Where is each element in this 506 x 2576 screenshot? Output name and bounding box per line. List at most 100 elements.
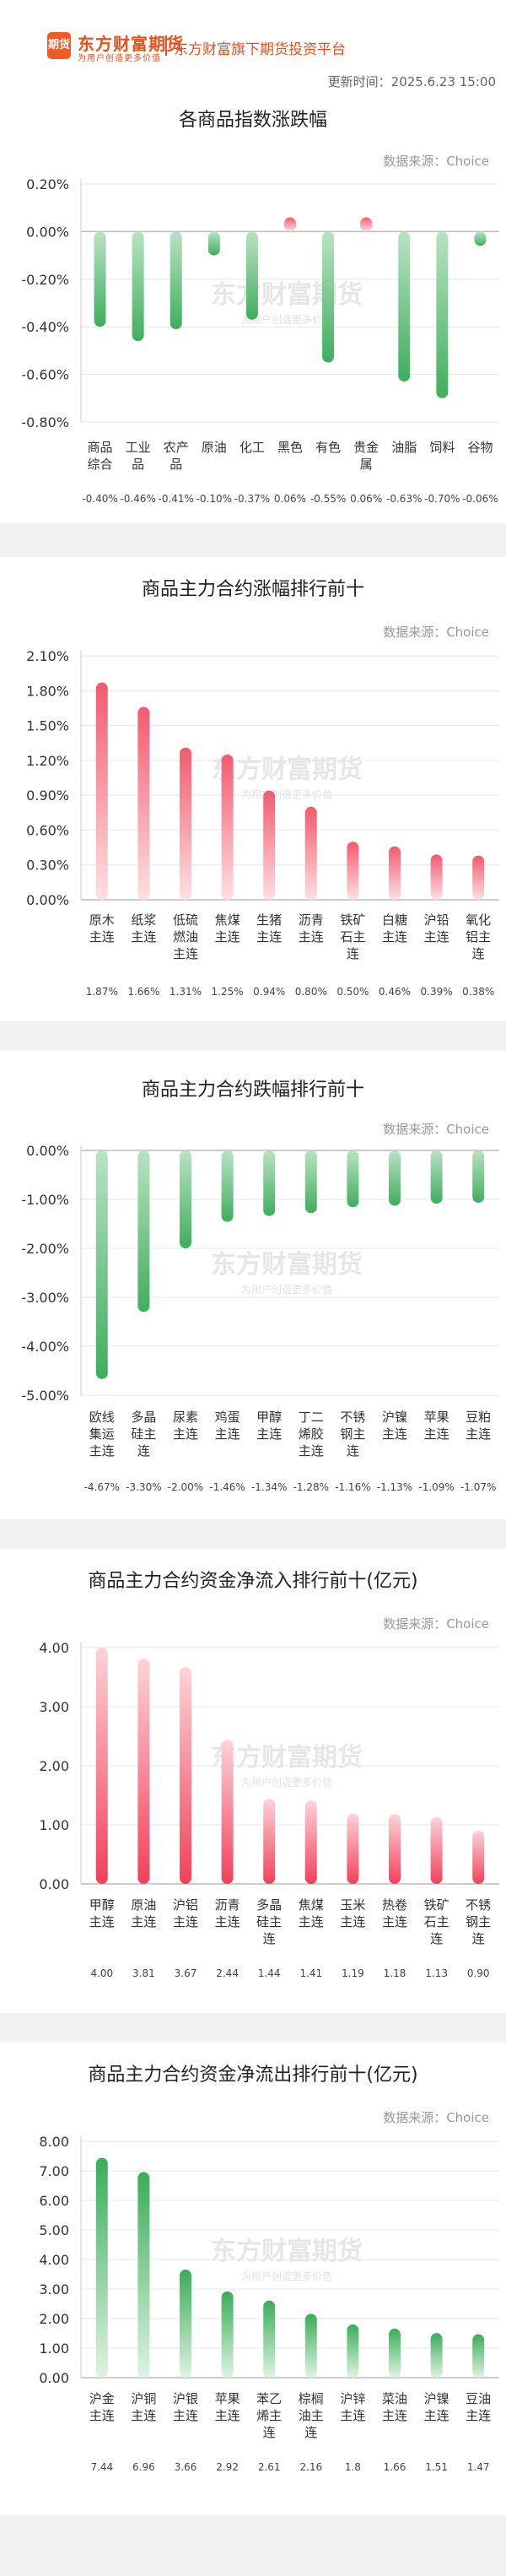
watermark-subtext: 为用户创造更多价值 — [241, 1283, 332, 1296]
y-tick-label: 2.00 — [39, 2311, 69, 2327]
bar-8 — [389, 2328, 401, 2378]
bar-3 — [180, 1150, 191, 1248]
x-category-label: 原木 主连 — [89, 912, 115, 944]
x-category-label: 沪铜 主连 — [131, 2391, 157, 2423]
update-time: 更新时间：2025.6.23 15:00 — [327, 74, 496, 89]
y-tick-label: -0.20% — [21, 272, 69, 288]
chart-title: 商品主力合约跌幅排行前十 — [141, 1080, 364, 1101]
x-category-label: 沪镍 主连 — [423, 2391, 449, 2423]
y-tick-label: 0.60% — [26, 822, 69, 838]
chart-card-top-losers: 商品主力合约跌幅排行前十 数据来源：Choice 东方财富期货为用户创造更多价值… — [0, 1051, 506, 1519]
data-value-label: 0.50% — [336, 986, 369, 998]
chart-card-net-outflow: 商品主力合约资金净流出排行前十(亿元) 数据来源：Choice 东方财富期货 为用… — [0, 2043, 506, 2515]
chart-title: 商品主力合约资金净流出排行前十(亿元) — [88, 2065, 418, 2086]
y-tick-label: 6.00 — [39, 2193, 69, 2209]
y-tick-label: -5.00% — [21, 1388, 69, 1404]
x-category-label: 焦煤 主连 — [298, 1897, 324, 1929]
y-tick-label: 0.00% — [26, 224, 69, 240]
y-tick-label: 1.80% — [26, 683, 69, 699]
x-category-label: 沪铝 主连 — [172, 1897, 198, 1929]
x-category-label: 沥青 主连 — [214, 1897, 240, 1929]
bar-1 — [95, 1648, 108, 1884]
data-value-label: 0.46% — [378, 986, 412, 998]
data-value-label: -1.46% — [209, 1481, 245, 1493]
data-value-label: -1.34% — [250, 1481, 288, 1493]
bar-9 — [430, 1150, 443, 1204]
x-category-label: 棕榈 油主连 — [298, 2391, 324, 2440]
bar-10 — [472, 855, 485, 900]
x-category-label: 铁矿 石主连 — [423, 1897, 449, 1946]
bar-2 — [132, 231, 144, 342]
bar-7 — [322, 231, 335, 363]
y-tick-label: 0.20% — [26, 176, 69, 192]
bar-2 — [137, 1150, 150, 1312]
y-tick-label: 1.00 — [39, 2341, 69, 2357]
data-value-label: 0.39% — [420, 986, 453, 998]
watermark-text: 东方财富期货 — [211, 1250, 363, 1280]
bar-4 — [207, 231, 220, 256]
x-category-label: 纸浆 主连 — [131, 912, 157, 944]
y-tick-label: -0.60% — [21, 367, 69, 383]
watermark-subtext: 为用户创造更多价值 — [241, 2270, 332, 2282]
data-value-label: 2.61 — [257, 2461, 281, 2473]
bar-6 — [304, 1150, 317, 1214]
bar-4 — [221, 1150, 234, 1222]
watermark-subtext: 为用户创造更多价值 — [241, 788, 332, 801]
data-value-label: 0.80% — [294, 986, 327, 998]
x-category-label: 沥青 主连 — [298, 912, 324, 944]
bar-10 — [472, 1150, 485, 1204]
bar-6 — [304, 2314, 317, 2378]
data-value-label: 1.47 — [466, 2461, 490, 2473]
logo-icon: 期货 — [47, 32, 71, 59]
x-category-label: 沪镍 主连 — [381, 1410, 407, 1442]
data-value-label: -0.41% — [158, 493, 194, 505]
watermark-text: 东方财富期货 — [211, 280, 363, 310]
watermark-subtext: 为用户创造更多价值 — [241, 313, 332, 326]
chart-source: 数据来源：Choice — [383, 1616, 489, 1632]
data-value-label: 1.87% — [85, 986, 118, 998]
bar-1 — [95, 1150, 108, 1379]
watermark-text: 东方财富期货 — [211, 2237, 363, 2266]
data-value-label: 1.66% — [127, 986, 160, 998]
data-value-label: -0.10% — [196, 493, 233, 505]
data-value-label: 2.16 — [299, 2461, 323, 2473]
x-category-label: 沪金 主连 — [89, 2391, 115, 2423]
x-category-label: 生猪 主连 — [256, 912, 283, 944]
x-category-label: 豆油 主连 — [466, 2391, 492, 2423]
data-value-label: 7.44 — [90, 2461, 114, 2473]
bar-8 — [360, 217, 373, 232]
data-value-label: 2.92 — [216, 2461, 239, 2473]
y-tick-label: 8.00 — [39, 2134, 69, 2150]
x-category-label: 菜油 主连 — [381, 2391, 407, 2423]
y-tick-label: 1.50% — [26, 718, 69, 734]
x-category-label: 苹果 主连 — [423, 1410, 449, 1442]
bar-8 — [389, 1150, 401, 1206]
bar-9 — [430, 1816, 443, 1884]
data-value-label: 1.25% — [211, 986, 244, 998]
y-tick-label: 3.00 — [39, 2281, 69, 2297]
x-category-label: 沪锌 主连 — [340, 2391, 366, 2423]
x-category-label: 豆粕 主连 — [466, 1410, 492, 1442]
x-category-label: 贵金属 — [353, 440, 380, 472]
bar-10 — [472, 1831, 485, 1884]
data-value-label: -1.13% — [376, 1481, 413, 1493]
y-tick-label: -0.80% — [21, 414, 69, 430]
x-category-label: 农产品 — [163, 440, 189, 472]
data-value-label: 6.96 — [132, 2461, 155, 2473]
bar-1 — [95, 682, 108, 900]
chart-source: 数据来源：Choice — [383, 1122, 489, 1137]
chart-title: 各商品指数涨跌幅 — [178, 110, 327, 131]
data-value-label: 3.66 — [174, 2461, 197, 2473]
data-value-label: 0.06% — [350, 493, 383, 505]
bar-5 — [263, 1150, 276, 1216]
y-tick-label: 0.00% — [26, 892, 69, 908]
data-value-label: -0.40% — [82, 493, 118, 505]
x-category-label: 多晶 硅主连 — [131, 1410, 157, 1458]
x-category-label: 甲醇 主连 — [89, 1897, 115, 1929]
x-category-label: 谷物 — [467, 440, 493, 455]
bar-9 — [398, 231, 411, 382]
data-value-label: -4.67% — [83, 1481, 121, 1493]
